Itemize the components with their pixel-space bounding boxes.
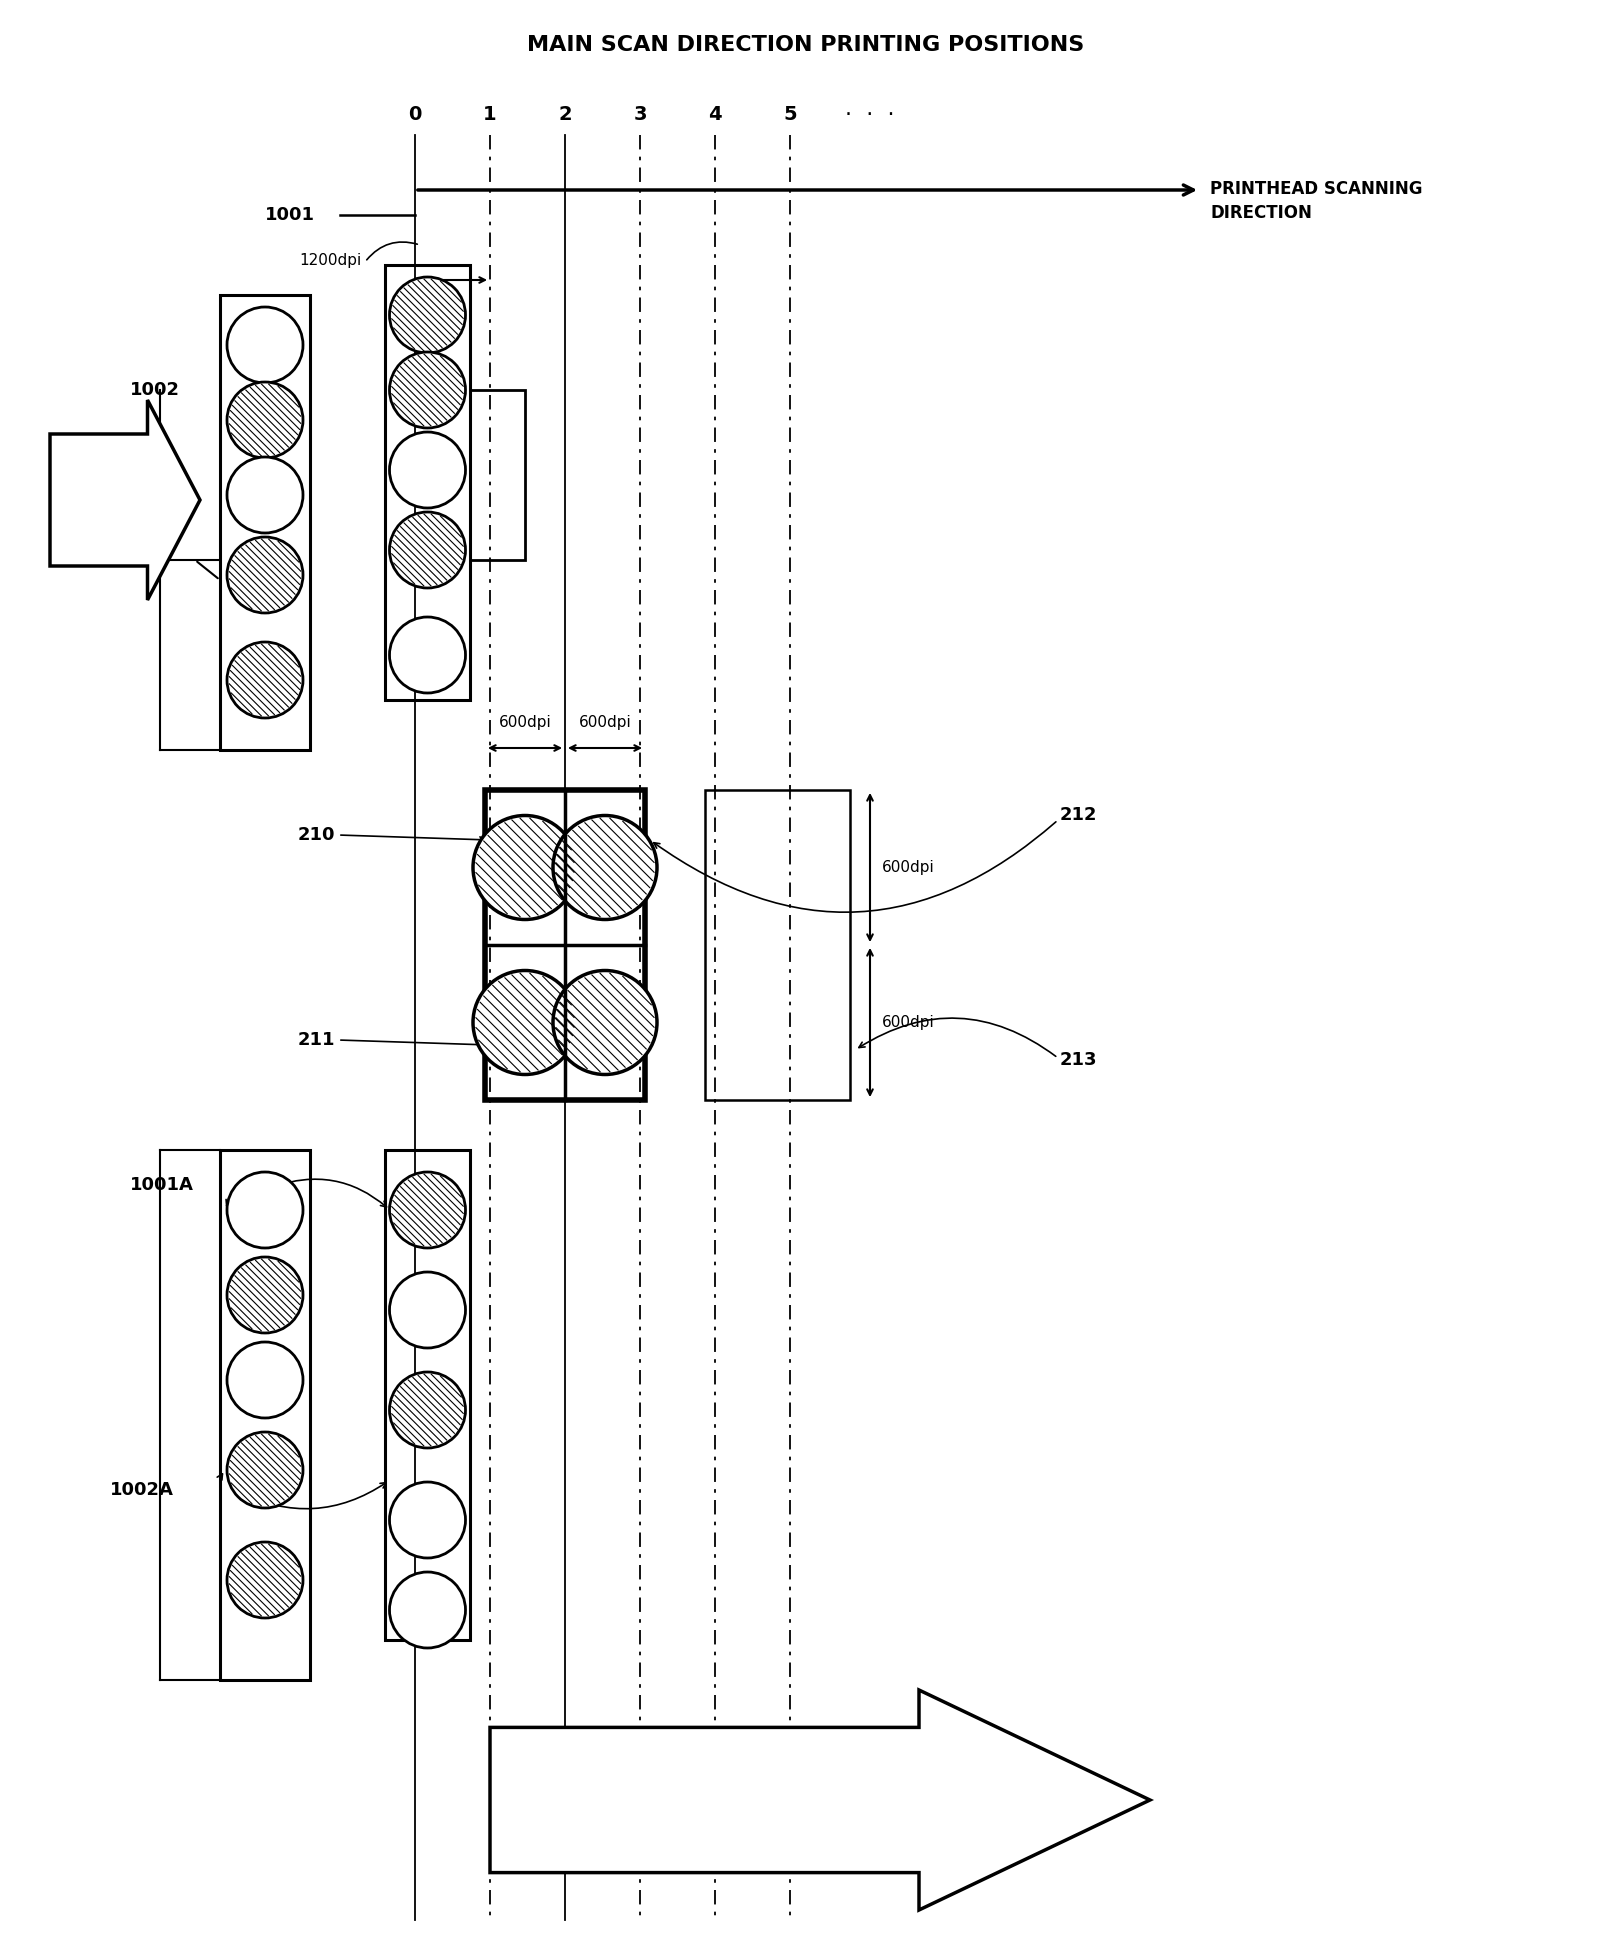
Text: 1001A: 1001A — [131, 1176, 193, 1194]
Text: 1002A: 1002A — [110, 1481, 174, 1498]
Circle shape — [553, 970, 658, 1075]
Text: 213: 213 — [1061, 1050, 1098, 1069]
Text: 1001: 1001 — [264, 206, 314, 223]
Circle shape — [227, 538, 303, 613]
Circle shape — [390, 1372, 466, 1448]
Text: 600dpi: 600dpi — [882, 1015, 935, 1031]
Text: 4: 4 — [708, 105, 722, 124]
Circle shape — [227, 382, 303, 458]
Text: 210: 210 — [298, 827, 335, 844]
Text: 600dpi: 600dpi — [498, 714, 551, 730]
Circle shape — [227, 1432, 303, 1508]
Circle shape — [227, 1172, 303, 1248]
Bar — [385, 266, 471, 701]
Circle shape — [227, 642, 303, 718]
Circle shape — [390, 433, 466, 509]
Text: 600dpi: 600dpi — [882, 860, 935, 875]
Circle shape — [390, 617, 466, 693]
Text: 1002: 1002 — [131, 380, 181, 400]
Text: 1: 1 — [484, 105, 496, 124]
Circle shape — [390, 512, 466, 588]
Bar — [219, 1149, 310, 1681]
Circle shape — [390, 278, 466, 353]
Text: 211: 211 — [298, 1031, 335, 1048]
Bar — [219, 295, 310, 749]
Circle shape — [227, 1341, 303, 1419]
Circle shape — [227, 1541, 303, 1619]
Text: 3: 3 — [634, 105, 646, 124]
Circle shape — [390, 351, 466, 429]
Circle shape — [553, 815, 658, 920]
Text: ·  ·  ·: · · · — [845, 105, 895, 124]
Bar — [471, 390, 526, 561]
Polygon shape — [490, 1691, 1149, 1910]
Text: 212: 212 — [1061, 806, 1098, 825]
Bar — [485, 790, 645, 1101]
Text: 600dpi: 600dpi — [579, 714, 632, 730]
Polygon shape — [50, 400, 200, 600]
Bar — [385, 1149, 471, 1640]
Circle shape — [227, 307, 303, 382]
Circle shape — [390, 1483, 466, 1559]
Text: 5: 5 — [783, 105, 796, 124]
Circle shape — [390, 1172, 466, 1248]
Circle shape — [472, 815, 577, 920]
Text: PRINTHEAD SCANNING
DIRECTION: PRINTHEAD SCANNING DIRECTION — [1211, 181, 1422, 221]
Text: 2: 2 — [558, 105, 572, 124]
Circle shape — [390, 1572, 466, 1648]
Circle shape — [472, 970, 577, 1075]
Circle shape — [227, 1258, 303, 1333]
Circle shape — [390, 1271, 466, 1347]
Circle shape — [227, 456, 303, 534]
Text: MAIN SCAN DIRECTION PRINTING POSITIONS: MAIN SCAN DIRECTION PRINTING POSITIONS — [527, 35, 1085, 54]
Text: 1200dpi: 1200dpi — [298, 252, 361, 268]
Bar — [704, 790, 850, 1101]
Text: 0: 0 — [408, 105, 422, 124]
